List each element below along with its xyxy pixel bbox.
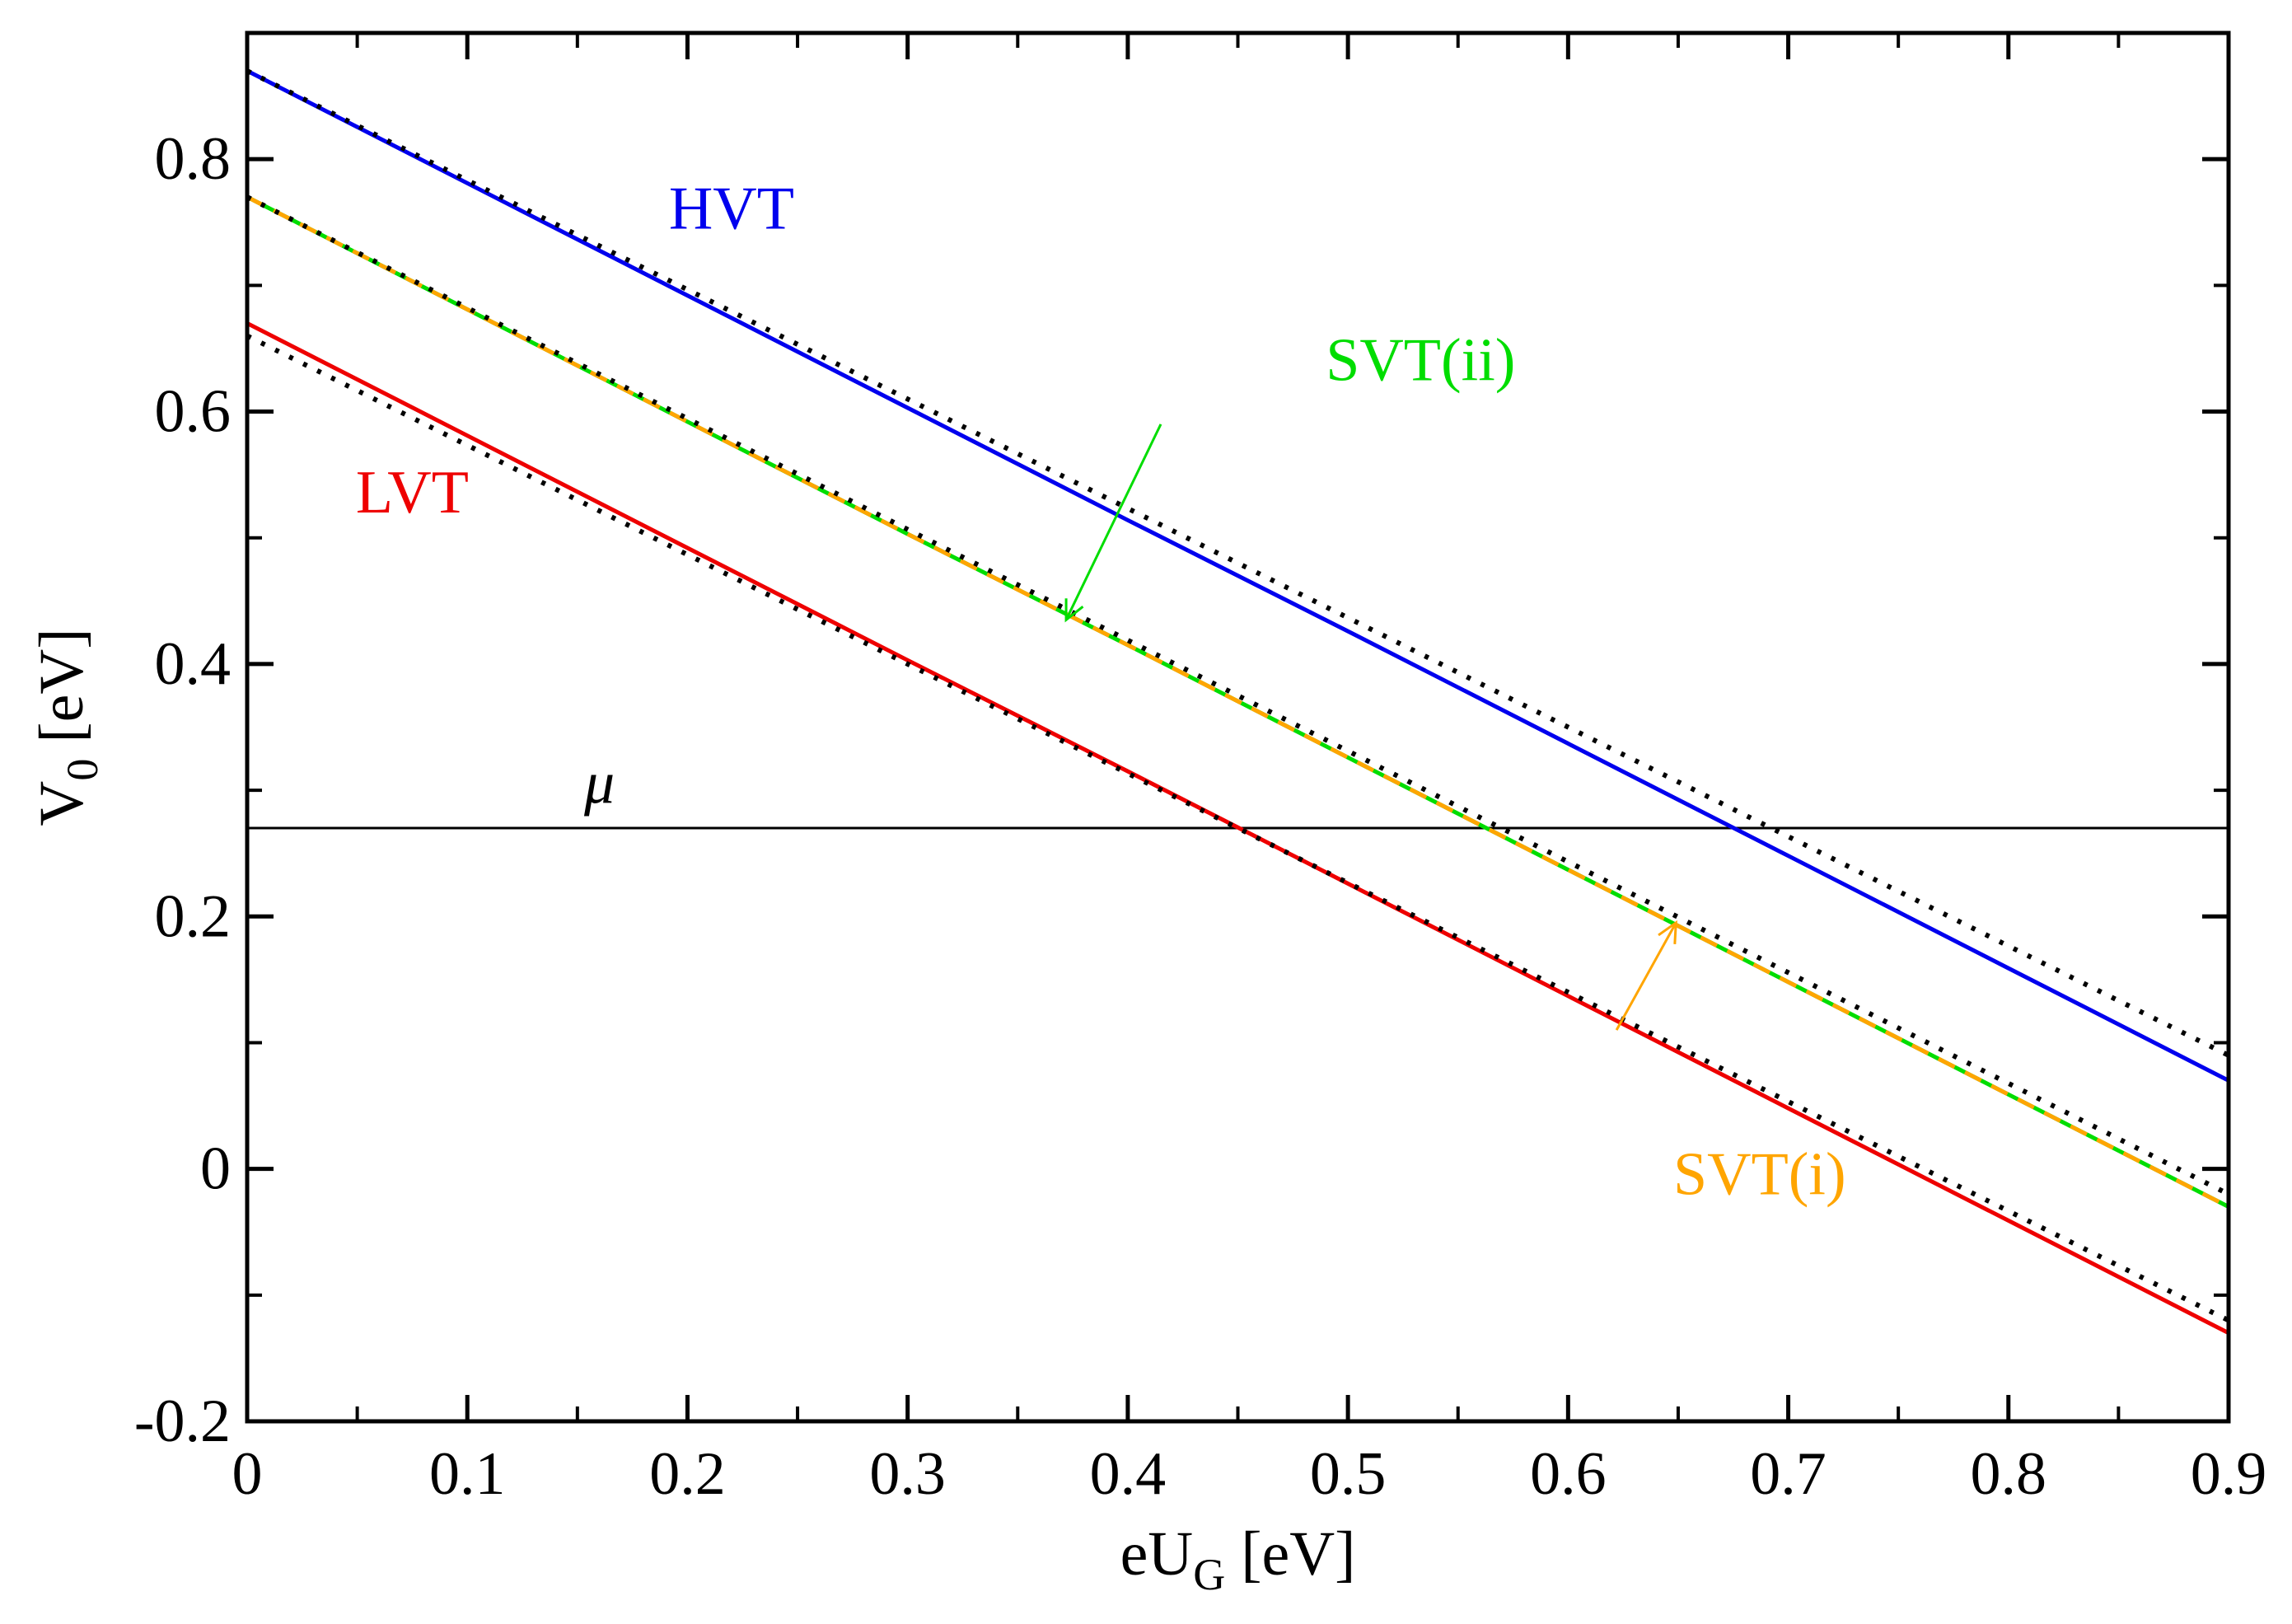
tick-labels: 0 0.1 0.2 0.3 0.4 0.5 0.6 0.7 0.8 0.9-0.200.20.40… [134, 125, 2266, 1508]
y-tick-label: 0.2 [155, 882, 232, 950]
plot-frame [245, 30, 2231, 1424]
x-tick-label: 0.4 [1090, 1440, 1167, 1508]
x-tick-label: 0.3 [869, 1440, 946, 1508]
y-tick-label: 0 [200, 1135, 231, 1203]
annotations [1064, 424, 1677, 1031]
x-tick-label: 0 [232, 1440, 263, 1508]
series-svt-reference [247, 194, 2229, 1196]
series-lines [247, 68, 2229, 1336]
y-tick-label: 0.8 [155, 125, 232, 193]
series-label-lvt: LVT [356, 459, 469, 527]
x-tick-label: 0.9 [2191, 1440, 2267, 1508]
x-tick-label: 0.5 [1310, 1440, 1387, 1508]
series-label-svt-i: SVT(i) [1673, 1140, 1846, 1208]
y-tick-label: -0.2 [134, 1388, 231, 1455]
x-axis-label: eUG [eV] [1120, 1519, 1356, 1599]
svt-ii-arrow-head [1064, 598, 1084, 623]
series-lvt [247, 321, 2229, 1336]
series-label-hvt: HVT [669, 175, 794, 242]
series-label-svt-ii: SVT(ii) [1326, 326, 1515, 394]
svt-i-arrow-head [1658, 920, 1677, 944]
series-labels: μ HVT SVT(ii) SVT(i) LVT [356, 175, 1846, 1208]
x-tick-label: 0.1 [429, 1440, 506, 1508]
x-tick-label: 0.2 [649, 1440, 726, 1508]
mu-label: μ [583, 749, 615, 817]
x-tick-label: 0.6 [1530, 1440, 1607, 1508]
x-tick-label: 0.8 [1971, 1440, 2047, 1508]
x-tick-label: 0.7 [1750, 1440, 1827, 1508]
series-svt-i [247, 194, 2229, 1209]
y-tick-label: 0.4 [155, 630, 232, 698]
svt-i-arrow [1615, 922, 1677, 1031]
svt-ii-arrow [1064, 424, 1162, 620]
series-hvt [247, 68, 2229, 1083]
y-tick-label: 0.6 [155, 378, 232, 446]
y-axis-label: V0 [eV] [27, 628, 107, 826]
